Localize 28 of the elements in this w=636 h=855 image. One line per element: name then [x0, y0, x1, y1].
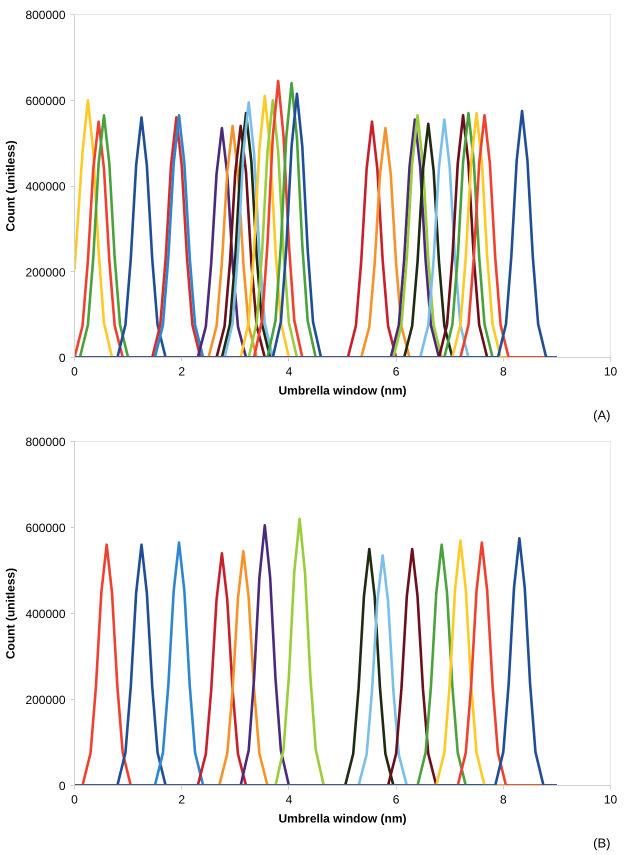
- x-tick-label: 4: [286, 792, 293, 806]
- y-tick-label: 0: [58, 351, 66, 365]
- y-tick-label: 800000: [25, 8, 66, 22]
- x-tick-label: 0: [71, 792, 78, 806]
- x-tick-label: 4: [286, 364, 293, 378]
- y-axis-title: Count (unitless): [3, 568, 18, 660]
- x-axis-title: Umbrella window (nm): [278, 812, 407, 826]
- x-tick-label: 8: [500, 792, 507, 806]
- x-tick-label: 6: [392, 792, 400, 806]
- text: (A): [593, 408, 611, 422]
- y-tick-label: 400000: [25, 607, 66, 621]
- y-axis-title: Count (unitless): [3, 140, 18, 232]
- x-tick-label: 0: [71, 364, 78, 378]
- y-tick-label: 400000: [25, 180, 66, 194]
- x-tick-label: 8: [500, 364, 507, 378]
- x-axis-title: Umbrella window (nm): [278, 384, 407, 398]
- y-tick-label: 0: [58, 779, 66, 793]
- x-tick-label: 10: [604, 364, 618, 378]
- y-tick-label: 600000: [25, 94, 66, 108]
- x-tick-label: 2: [178, 364, 186, 378]
- text: (B): [593, 836, 611, 850]
- y-tick-label: 200000: [25, 265, 66, 280]
- y-tick-label: 800000: [25, 435, 66, 449]
- x-tick-label: 2: [178, 792, 186, 806]
- y-tick-label: 200000: [25, 693, 66, 707]
- x-tick-label: 10: [604, 792, 618, 806]
- y-tick-label: 600000: [25, 521, 66, 535]
- x-tick-label: 6: [392, 364, 400, 378]
